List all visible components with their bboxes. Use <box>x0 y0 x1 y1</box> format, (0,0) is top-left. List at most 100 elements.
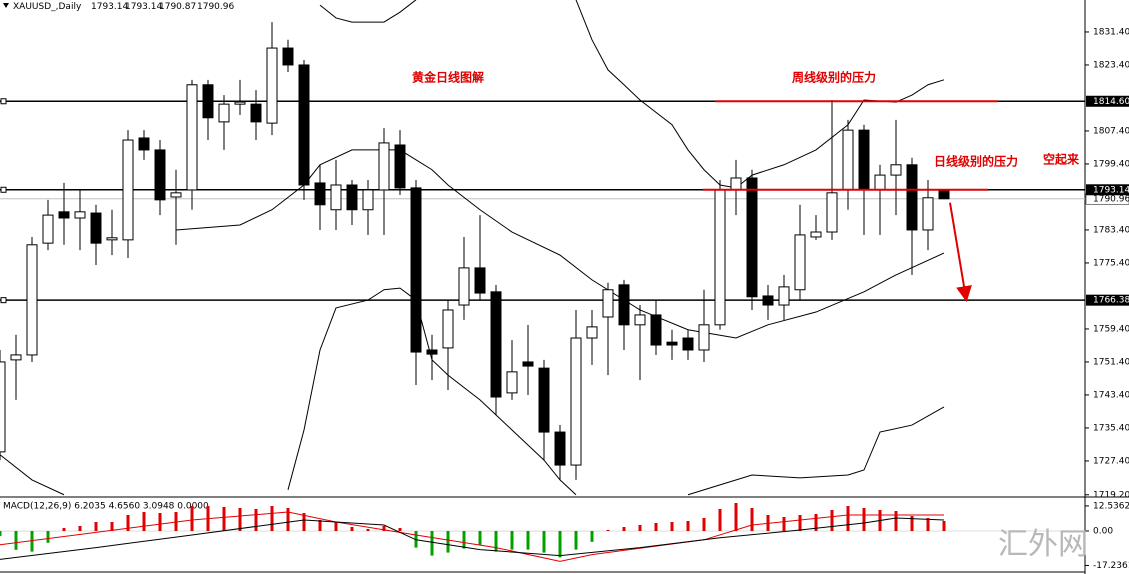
macd-bar <box>526 531 530 550</box>
main-plot <box>0 0 1085 496</box>
macd-bar <box>302 513 306 531</box>
macd-bar <box>686 521 690 531</box>
candle-body <box>138 137 150 151</box>
candle-body <box>202 84 214 119</box>
y-tick-label: 1751.40 <box>1093 357 1129 367</box>
candle-body <box>42 214 54 244</box>
candle-body <box>490 291 502 398</box>
macd-bar <box>318 520 322 531</box>
candle-body <box>522 361 534 367</box>
macd-bar <box>814 514 818 531</box>
macd-bar <box>398 528 402 531</box>
macd-bar <box>606 530 610 531</box>
annotation: 日线级别的压力 <box>934 154 1018 169</box>
candle-body <box>826 192 838 233</box>
header-value: 1790.87 <box>159 2 196 12</box>
macd-bar <box>334 522 338 531</box>
candle-body <box>586 326 598 339</box>
y-tick-label: 1743.40 <box>1093 390 1129 400</box>
header-icon <box>3 3 9 8</box>
macd-bar <box>30 531 34 552</box>
price-axis: 1831.40 1823.40 1807.40 1799.40 1783.40 1775.… <box>1085 27 1129 571</box>
candle-body <box>762 295 774 306</box>
header-value: 1793.14 <box>125 2 162 12</box>
candle-body <box>858 129 870 191</box>
macd-bar <box>494 531 498 552</box>
candle-body <box>650 314 662 346</box>
candle-body <box>474 267 486 294</box>
candle-body <box>346 184 358 211</box>
macd-bar <box>222 507 226 531</box>
macd-bar <box>190 506 194 531</box>
candle-body <box>362 189 374 211</box>
macd-bar <box>590 531 594 542</box>
header: XAUUSD_,Daily 1793.141793.141790.871790.9… <box>13 2 234 12</box>
macd-bar <box>382 526 386 531</box>
y-tick-label: 1735.40 <box>1093 423 1129 433</box>
macd-bar <box>558 531 562 558</box>
annotation: 空起来 <box>1043 152 1080 167</box>
candle-body <box>250 103 262 123</box>
macd-bar <box>350 527 354 531</box>
y-tick-label: 1799.40 <box>1093 159 1129 169</box>
candle-body <box>58 211 70 219</box>
macd-bar <box>62 528 66 531</box>
candle-body <box>730 177 742 191</box>
candle-body <box>186 84 198 191</box>
candle-body <box>810 231 822 238</box>
macd-bar <box>462 531 466 549</box>
level-label-box <box>1086 95 1129 107</box>
macd-bar <box>94 522 98 531</box>
candle-body <box>442 309 454 349</box>
macd-plot <box>0 503 1085 562</box>
candle-body <box>10 354 22 361</box>
candle-body <box>602 289 614 318</box>
macd-bar <box>718 509 722 531</box>
macd-bar <box>174 512 178 531</box>
candle-body <box>378 142 390 191</box>
candle-body <box>634 314 646 326</box>
candle-body <box>314 182 326 206</box>
level-handle <box>0 297 7 304</box>
level-label-box <box>1086 294 1129 306</box>
candle-body <box>122 139 134 241</box>
macd-bar <box>622 527 626 531</box>
macd-bar <box>510 531 514 550</box>
macd-main <box>0 517 945 560</box>
macd-bar <box>862 508 866 531</box>
candle-body <box>890 164 902 176</box>
macd-bar <box>430 531 434 556</box>
macd-bar <box>798 515 802 531</box>
candle-body <box>746 177 758 298</box>
y-tick-label: 1823.40 <box>1093 60 1129 70</box>
level-handle <box>0 98 7 105</box>
y-tick-label: 1807.40 <box>1093 126 1129 136</box>
level-handle <box>0 186 7 193</box>
macd-tick-label: 0.00 <box>1093 527 1113 537</box>
macd-bar <box>734 503 738 531</box>
macd-bar <box>670 522 674 531</box>
candle-body <box>538 367 550 433</box>
macd-bar <box>46 531 50 543</box>
macd-bar <box>446 531 450 553</box>
candle-body <box>906 164 918 231</box>
symbol: XAUUSD_,Daily <box>13 2 82 12</box>
candle-body <box>570 337 582 466</box>
macd-bar <box>78 526 82 531</box>
last-price-label: 1790.96 <box>1093 194 1129 204</box>
macd-title: MACD(12,26,9) 6.2035 4.6560 3.0948 0.000… <box>3 502 209 512</box>
candle-body <box>90 212 102 244</box>
macd-bar <box>366 529 370 531</box>
candle-body <box>874 174 886 191</box>
macd-bar <box>654 523 658 531</box>
header-value: 1790.96 <box>197 2 234 12</box>
candle-body <box>74 211 86 219</box>
candle-body <box>26 244 38 356</box>
y-tick-label: 1727.40 <box>1093 456 1129 466</box>
macd-bar <box>142 512 146 531</box>
candle-body <box>842 129 854 191</box>
level-label: 1814.60 <box>1093 97 1129 107</box>
macd-bar <box>750 508 754 531</box>
macd-bar <box>158 513 162 531</box>
